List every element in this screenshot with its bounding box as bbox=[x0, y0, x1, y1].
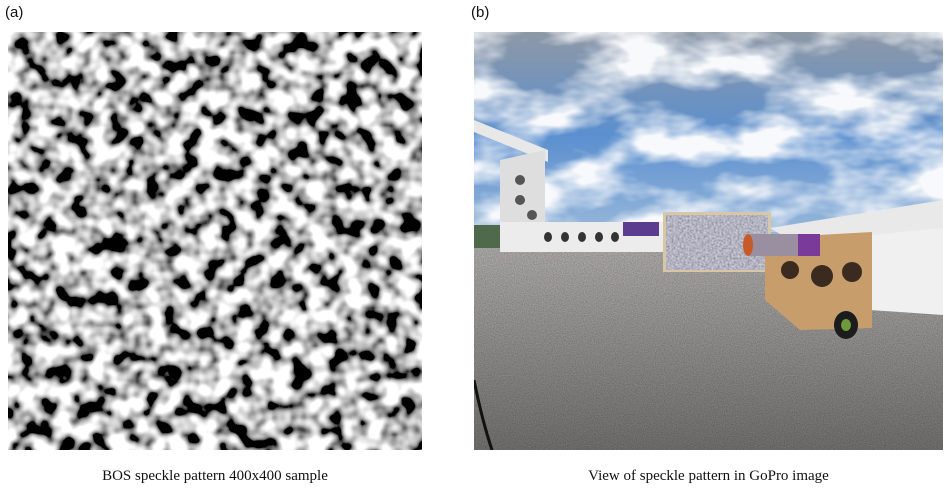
speckle-image bbox=[8, 32, 422, 450]
caption: View of speckle pattern in GoPro image bbox=[588, 468, 829, 484]
caption: BOS speckle pattern 400x400 sample bbox=[102, 468, 328, 484]
gopro-image bbox=[474, 32, 943, 450]
panel-label: (a) bbox=[5, 4, 24, 21]
panel-label: (b) bbox=[471, 4, 490, 21]
